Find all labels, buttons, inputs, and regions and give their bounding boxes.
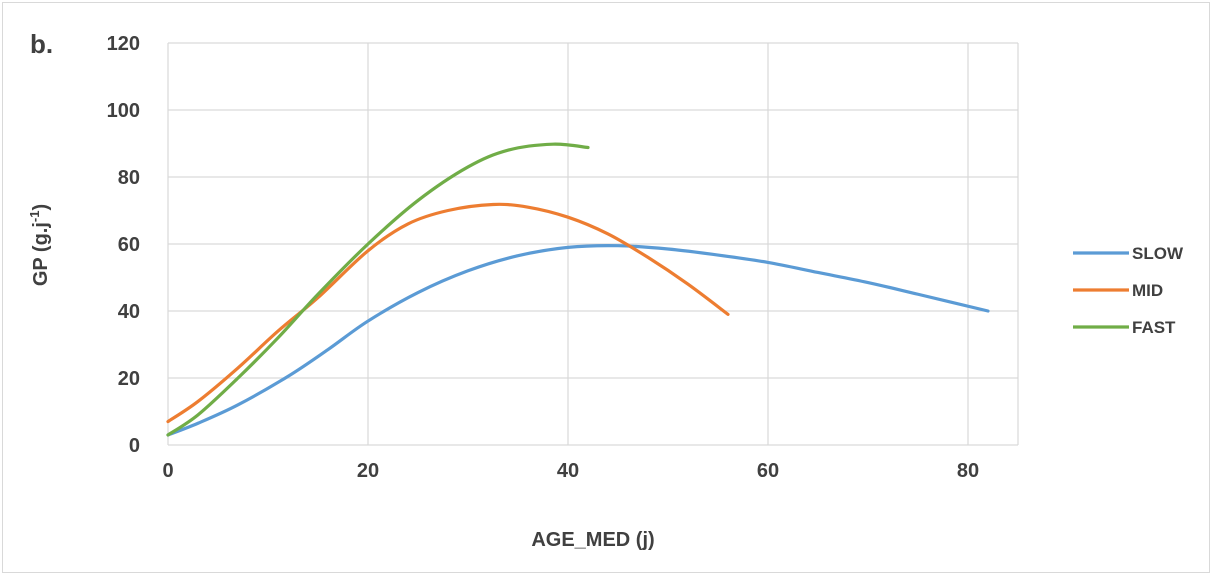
- y-tick-label: 100: [107, 100, 140, 122]
- x-tick-label: 40: [557, 460, 579, 482]
- y-tick-label: 120: [107, 33, 140, 55]
- y-tick-label: 80: [118, 167, 140, 189]
- x-axis-label: AGE_MED (j): [531, 529, 654, 551]
- series-line-fast: [166, 142, 590, 437]
- x-tick-label: 60: [757, 460, 779, 482]
- series-line-mid: [166, 202, 730, 424]
- x-tick-labels: 0 20 40 60 80: [162, 460, 979, 482]
- y-tick-label: 20: [118, 368, 140, 390]
- y-axis-label: GP (g.j-1): [27, 204, 52, 286]
- series-line-slow: [166, 243, 990, 437]
- y-tick-label: 40: [118, 301, 140, 323]
- legend: SLOW MID FAST: [1073, 244, 1184, 337]
- legend-label-mid: MID: [1132, 281, 1163, 300]
- gridlines: [167, 42, 1019, 446]
- y-axis-label-sup: -1: [27, 211, 42, 223]
- series-lines: [166, 142, 990, 437]
- x-tick-label: 80: [957, 460, 979, 482]
- y-tick-label: 60: [118, 234, 140, 256]
- legend-label-slow: SLOW: [1132, 244, 1184, 263]
- x-tick-label: 0: [162, 460, 173, 482]
- y-axis-label-main: GP (g.j: [30, 222, 52, 286]
- x-tick-label: 20: [357, 460, 379, 482]
- y-axis-label-close: ): [30, 204, 52, 211]
- legend-label-fast: FAST: [1132, 318, 1176, 337]
- y-tick-label: 0: [129, 435, 140, 457]
- panel-label: b.: [30, 29, 53, 59]
- y-tick-labels: 0 20 40 60 80 100 120: [107, 33, 140, 457]
